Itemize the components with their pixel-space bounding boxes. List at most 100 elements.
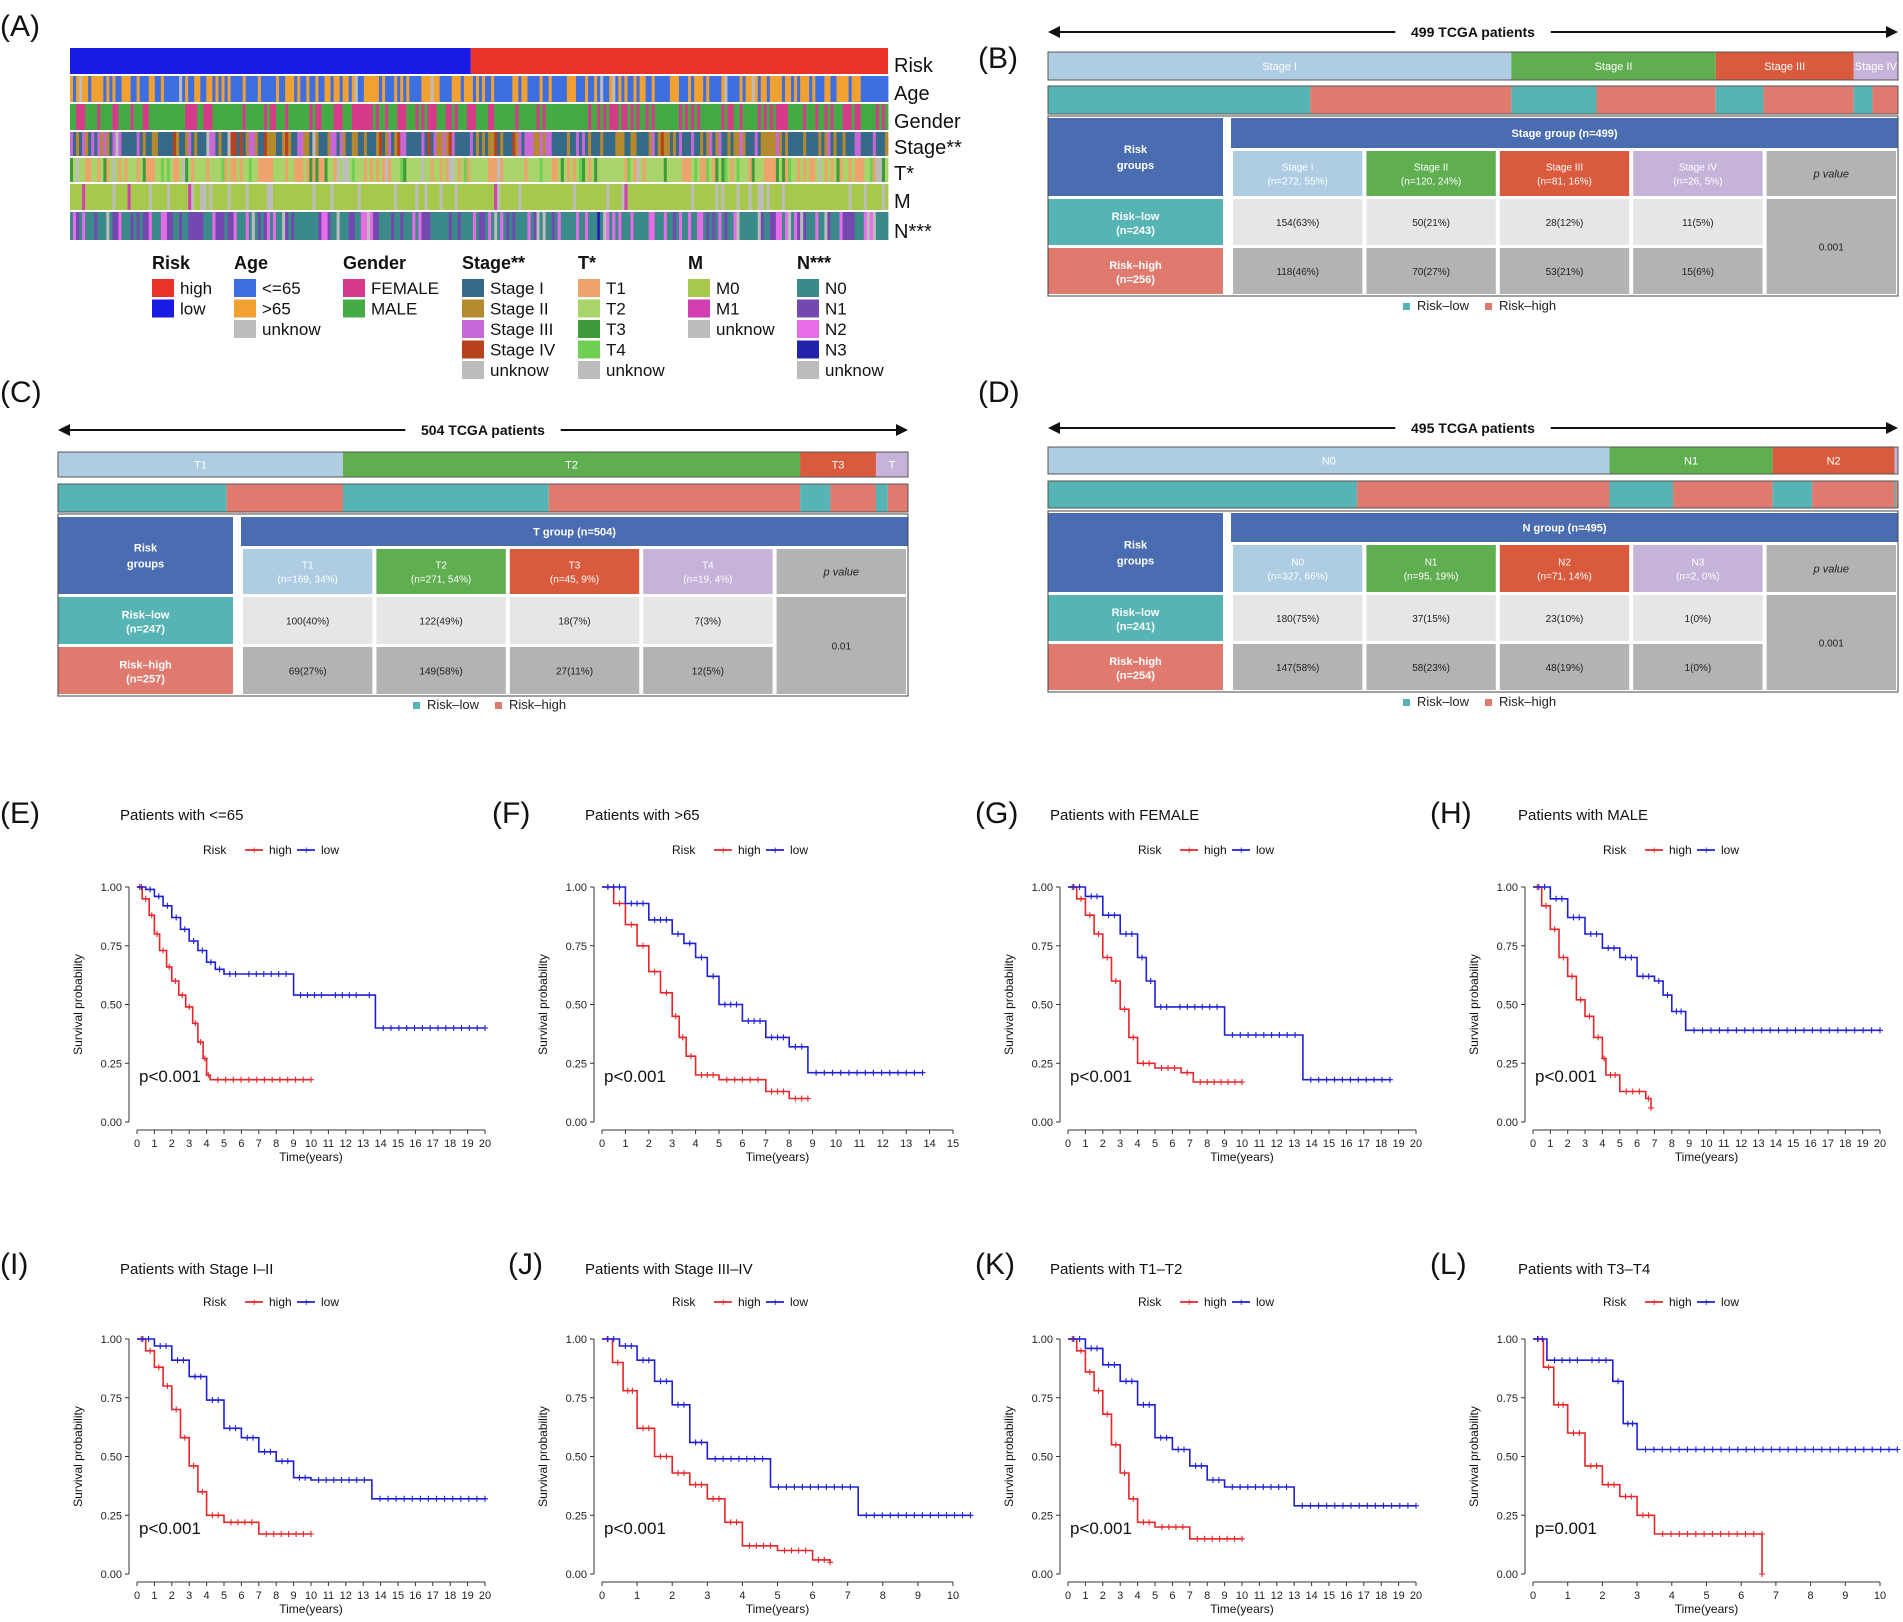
heatmap-cell xyxy=(127,212,131,240)
km-y-axis-label: Survival probability xyxy=(1002,954,1016,1055)
heatmap-cell xyxy=(566,104,571,130)
heatmap-cell xyxy=(406,184,410,210)
km-censor-mark xyxy=(1315,1502,1322,1509)
heatmap-cell xyxy=(488,104,492,130)
risk-low-count-cell xyxy=(1633,595,1763,641)
heatmap-cell xyxy=(497,132,501,156)
heatmap-cell xyxy=(866,76,871,102)
category-header-cell xyxy=(1366,545,1496,592)
heatmap-cell xyxy=(148,158,153,182)
km-censor-mark xyxy=(879,1512,886,1519)
heatmap-cell xyxy=(760,158,765,182)
heatmap-cell xyxy=(557,184,562,210)
km-censor-mark xyxy=(1645,1512,1652,1519)
heatmap-cell xyxy=(145,104,150,130)
heatmap-cell xyxy=(527,184,531,210)
km-legend-marker-high: + xyxy=(1651,845,1657,857)
heatmap-cell xyxy=(160,76,165,102)
heatmap-cell xyxy=(391,104,395,130)
heatmap-cell xyxy=(475,132,480,156)
km-x-tick-label: 19 xyxy=(1392,1138,1404,1150)
km-censor-mark xyxy=(1684,1531,1691,1537)
heatmap-cell xyxy=(330,212,334,240)
category-header-name: N2 xyxy=(1558,558,1571,569)
heatmap-cell xyxy=(279,104,283,130)
heatmap-cell xyxy=(479,76,483,102)
km-censor-mark xyxy=(1284,1032,1291,1038)
legend-label-risk-high: Risk–high xyxy=(509,697,566,712)
km-censor-mark xyxy=(1128,1378,1135,1385)
legend-swatch xyxy=(578,320,600,338)
km-x-tick-label: 17 xyxy=(427,1590,439,1602)
heatmap-cell xyxy=(91,158,95,182)
km-censor-mark xyxy=(727,1519,734,1526)
heatmap-cell xyxy=(815,184,819,210)
heatmap-cell xyxy=(360,184,365,210)
heatmap-cell xyxy=(485,76,489,102)
heatmap-cell xyxy=(545,132,550,156)
km-censor-mark xyxy=(783,1484,790,1490)
km-x-tick-label: 17 xyxy=(1822,1138,1834,1150)
km-censor-mark xyxy=(1593,1462,1600,1469)
km-censor-mark xyxy=(815,1484,822,1490)
km-censor-mark xyxy=(1339,1502,1346,1509)
heatmap-cell xyxy=(382,184,386,210)
heatmap-cell xyxy=(142,76,147,102)
heatmap-cell xyxy=(539,212,544,240)
heatmap-cell xyxy=(751,76,756,102)
heatmap-cell xyxy=(163,76,168,102)
heatmap-cell xyxy=(685,184,689,210)
heatmap-cell xyxy=(288,132,292,156)
heatmap-cell xyxy=(578,132,583,156)
heatmap-cell xyxy=(788,158,792,182)
km-legend-marker-low: + xyxy=(303,845,309,857)
legend-swatch xyxy=(688,299,710,318)
heatmap-cell xyxy=(545,104,550,130)
km-censor-mark xyxy=(1818,1446,1825,1453)
heatmap-cell xyxy=(139,184,144,210)
heatmap-cell xyxy=(694,158,698,182)
heatmap-cell xyxy=(282,76,286,102)
heatmap-cell xyxy=(282,184,286,210)
km-censor-mark xyxy=(651,916,658,923)
risk-low-count-cell xyxy=(643,597,773,644)
heatmap-cell xyxy=(797,158,801,182)
heatmap-cell xyxy=(85,184,89,210)
heatmap-cell xyxy=(842,184,846,210)
heatmap-cell xyxy=(763,104,768,130)
heatmap-cell xyxy=(624,132,628,156)
km-censor-mark xyxy=(780,1088,787,1095)
heatmap-cell xyxy=(418,132,422,156)
heatmap-cell xyxy=(606,132,610,156)
heatmap-cell xyxy=(391,184,395,210)
heatmap-cell xyxy=(385,132,389,156)
heatmap-cell xyxy=(512,104,516,130)
heatmap-cell xyxy=(672,212,677,240)
heatmap-cell xyxy=(560,158,565,182)
km-censor-mark xyxy=(284,1458,291,1465)
heatmap-cell xyxy=(827,76,831,102)
km-censor-mark xyxy=(768,1088,775,1095)
heatmap-cell xyxy=(388,158,392,182)
km-y-tick-label: 0.50 xyxy=(1497,1000,1518,1012)
risk-high-count-cell xyxy=(1233,248,1363,294)
legend-swatch xyxy=(797,320,819,338)
heatmap-cell xyxy=(460,212,465,240)
heatmap-cell xyxy=(818,104,822,130)
heatmap-cell xyxy=(745,158,750,182)
heatmap-cell xyxy=(597,132,601,156)
heatmap-cell xyxy=(197,76,201,102)
heatmap-cell xyxy=(575,184,580,210)
heatmap-cell xyxy=(597,212,601,240)
heatmap-cell xyxy=(115,132,119,156)
km-censor-mark xyxy=(1708,1027,1714,1034)
km-x-axis-label: Time(years) xyxy=(1210,1150,1274,1164)
heatmap-cell xyxy=(812,158,816,182)
heatmap-cell xyxy=(424,104,428,130)
heatmap-cell xyxy=(366,184,371,210)
km-censor-mark xyxy=(215,1397,222,1404)
heatmap-cell xyxy=(406,104,410,130)
category-header-count: (n=45, 9%) xyxy=(550,575,599,586)
heatmap-cell xyxy=(339,104,344,130)
heatmap-cell xyxy=(194,76,198,102)
